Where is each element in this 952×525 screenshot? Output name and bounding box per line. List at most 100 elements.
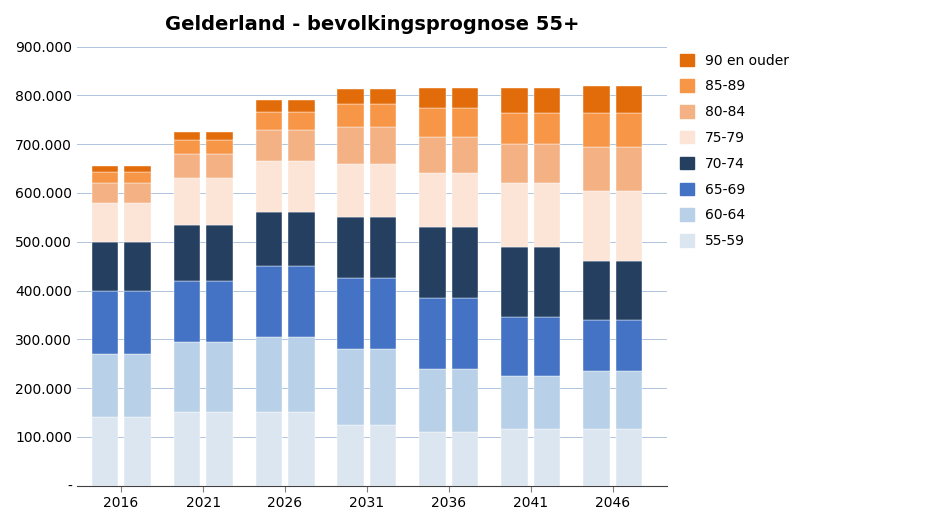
Bar: [337, 127, 364, 164]
Bar: [288, 100, 314, 111]
Legend: 90 en ouder, 85-89, 80-84, 75-79, 70-74, 65-69, 60-64, 55-59: 90 en ouder, 85-89, 80-84, 75-79, 70-74,…: [679, 54, 788, 248]
Bar: [91, 417, 118, 486]
Bar: [91, 290, 118, 354]
Bar: [616, 371, 642, 429]
Bar: [452, 108, 478, 137]
Bar: [370, 349, 396, 425]
Bar: [288, 337, 314, 413]
Bar: [91, 354, 118, 417]
Bar: [501, 376, 527, 429]
Bar: [337, 89, 364, 104]
Bar: [207, 178, 232, 225]
Bar: [501, 88, 527, 112]
Bar: [337, 164, 364, 217]
Bar: [288, 111, 314, 130]
Bar: [91, 183, 118, 203]
Bar: [207, 140, 232, 154]
Bar: [534, 317, 560, 376]
Bar: [452, 432, 478, 486]
Bar: [337, 278, 364, 349]
Bar: [501, 317, 527, 376]
Bar: [452, 137, 478, 173]
Bar: [583, 429, 609, 486]
Bar: [370, 217, 396, 278]
Bar: [288, 413, 314, 486]
Bar: [534, 247, 560, 317]
Bar: [534, 429, 560, 486]
Bar: [419, 432, 446, 486]
Bar: [173, 132, 200, 140]
Bar: [337, 104, 364, 127]
Bar: [534, 88, 560, 112]
Title: Gelderland - bevolkingsprognose 55+: Gelderland - bevolkingsprognose 55+: [165, 15, 579, 34]
Bar: [288, 130, 314, 161]
Bar: [91, 203, 118, 242]
Bar: [419, 88, 446, 108]
Bar: [337, 217, 364, 278]
Bar: [207, 132, 232, 140]
Bar: [419, 137, 446, 173]
Bar: [534, 183, 560, 247]
Bar: [207, 225, 232, 281]
Bar: [501, 429, 527, 486]
Bar: [616, 146, 642, 191]
Bar: [288, 161, 314, 213]
Bar: [173, 225, 200, 281]
Bar: [125, 354, 150, 417]
Bar: [616, 86, 642, 113]
Bar: [616, 429, 642, 486]
Bar: [255, 337, 282, 413]
Bar: [501, 144, 527, 183]
Bar: [91, 242, 118, 290]
Bar: [419, 298, 446, 369]
Bar: [370, 89, 396, 104]
Bar: [583, 371, 609, 429]
Bar: [452, 227, 478, 298]
Bar: [534, 112, 560, 144]
Bar: [419, 227, 446, 298]
Bar: [207, 154, 232, 178]
Bar: [501, 183, 527, 247]
Bar: [370, 127, 396, 164]
Bar: [452, 298, 478, 369]
Bar: [255, 413, 282, 486]
Bar: [125, 173, 150, 183]
Bar: [125, 166, 150, 173]
Bar: [125, 242, 150, 290]
Bar: [288, 266, 314, 337]
Bar: [173, 178, 200, 225]
Bar: [419, 369, 446, 432]
Bar: [337, 425, 364, 486]
Bar: [583, 146, 609, 191]
Bar: [255, 213, 282, 266]
Bar: [370, 278, 396, 349]
Bar: [255, 130, 282, 161]
Bar: [583, 113, 609, 146]
Bar: [419, 173, 446, 227]
Bar: [583, 191, 609, 261]
Bar: [207, 342, 232, 413]
Bar: [370, 104, 396, 127]
Bar: [337, 349, 364, 425]
Bar: [616, 191, 642, 261]
Bar: [255, 266, 282, 337]
Bar: [173, 154, 200, 178]
Bar: [125, 183, 150, 203]
Bar: [91, 166, 118, 173]
Bar: [501, 112, 527, 144]
Bar: [255, 161, 282, 213]
Bar: [207, 413, 232, 486]
Bar: [583, 320, 609, 371]
Bar: [173, 140, 200, 154]
Bar: [452, 369, 478, 432]
Bar: [255, 111, 282, 130]
Bar: [616, 113, 642, 146]
Bar: [501, 247, 527, 317]
Bar: [534, 376, 560, 429]
Bar: [255, 100, 282, 111]
Bar: [583, 261, 609, 320]
Bar: [125, 290, 150, 354]
Bar: [91, 173, 118, 183]
Bar: [534, 144, 560, 183]
Bar: [419, 108, 446, 137]
